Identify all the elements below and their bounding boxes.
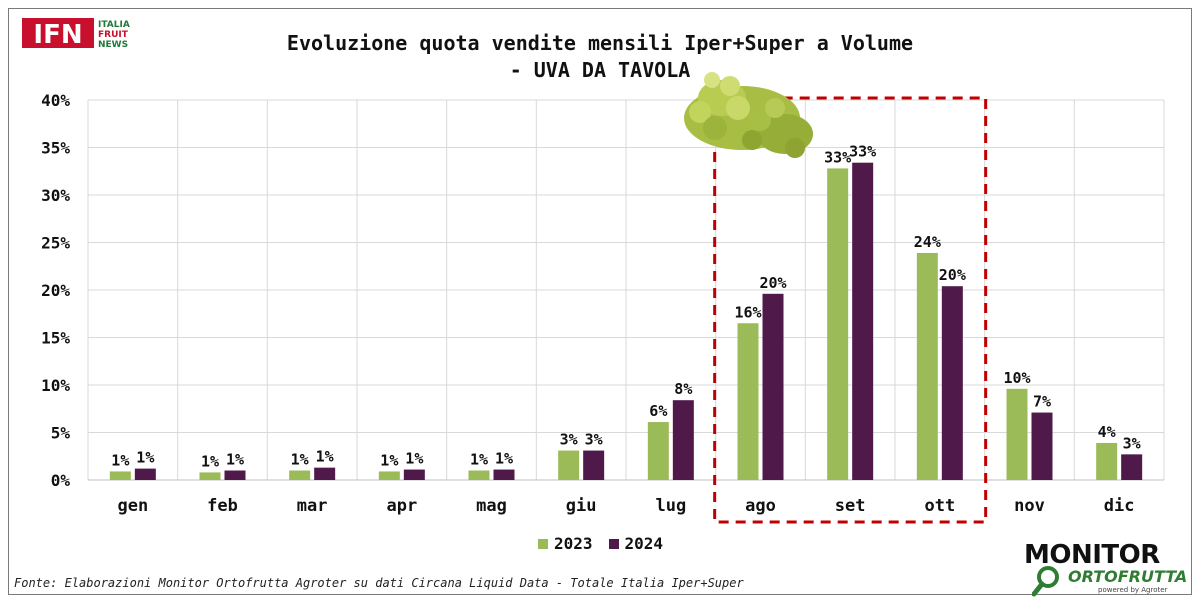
data-label-2023-ott: 24% <box>914 233 941 251</box>
chart-frame <box>8 8 1192 595</box>
data-label-2023-nov: 10% <box>1003 369 1030 387</box>
bar-2023-mag <box>468 470 490 480</box>
x-tick-label-ago: ago <box>745 496 776 516</box>
data-label-2024-lug: 8% <box>674 380 692 398</box>
source-note: Fonte: Elaborazioni Monitor Ortofrutta A… <box>14 576 744 590</box>
data-label-2024-ott: 20% <box>939 266 966 284</box>
bar-2023-feb <box>199 472 221 480</box>
y-tick-label: 15% <box>41 329 70 348</box>
y-tick-label: 20% <box>41 281 70 300</box>
data-label-2024-gen: 1% <box>136 449 154 467</box>
x-tick-label-nov: nov <box>1014 496 1045 516</box>
bar-2024-lug <box>672 400 694 480</box>
bar-2023-giu <box>558 450 580 480</box>
data-label-2023-dic: 4% <box>1098 423 1116 441</box>
y-tick-label: 40% <box>41 91 70 110</box>
legend-label-2023: 2023 <box>554 534 593 553</box>
bar-2024-mag <box>493 469 515 480</box>
bar-2023-lug <box>647 422 669 480</box>
y-tick-label: 25% <box>41 234 70 253</box>
bar-2023-dic <box>1096 442 1118 480</box>
monitor-ortofrutta-logo: MONITOR ORTOFRUTTA powered by Agroter <box>1024 540 1188 597</box>
data-label-2024-set: 33% <box>849 143 876 161</box>
data-label-2023-set: 33% <box>824 148 851 166</box>
x-tick-label-mag: mag <box>476 496 507 516</box>
data-label-2024-nov: 7% <box>1033 393 1051 411</box>
magnifier-icon <box>1032 566 1059 597</box>
chart-title-line1: Evoluzione quota vendite mensili Iper+Su… <box>286 31 914 55</box>
chart-title-line2: - UVA DA TAVOLA <box>509 58 691 82</box>
bar-2024-set <box>852 162 874 480</box>
data-label-2023-mar: 1% <box>291 451 309 469</box>
bar-2023-apr <box>378 471 400 480</box>
bar-2024-giu <box>583 450 605 480</box>
data-label-2023-ago: 16% <box>734 303 761 321</box>
x-tick-label-gen: gen <box>117 496 148 516</box>
legend-swatch-2023 <box>538 538 548 549</box>
data-label-2024-giu: 3% <box>585 431 603 449</box>
data-label-2024-dic: 3% <box>1123 434 1141 452</box>
legend-swatch-2024 <box>608 538 619 549</box>
ifn-logo-line3: NEWS <box>98 40 128 50</box>
monitor-logo-line3: powered by Agroter <box>1098 586 1168 594</box>
bar-2024-feb <box>224 470 246 480</box>
y-tick-label: 30% <box>41 186 70 205</box>
data-label-2023-mag: 1% <box>470 451 488 469</box>
bar-2024-ago <box>762 293 784 480</box>
bar-2024-apr <box>403 469 425 480</box>
x-tick-label-ott: ott <box>924 496 955 516</box>
x-tick-label-feb: feb <box>207 496 238 516</box>
data-label-2024-apr: 1% <box>405 450 423 468</box>
x-tick-label-dic: dic <box>1104 496 1135 516</box>
y-tick-label: 10% <box>41 376 70 395</box>
data-label-2023-feb: 1% <box>201 452 219 470</box>
y-tick-label: 5% <box>51 424 71 443</box>
bar-2023-gen <box>109 471 131 480</box>
x-tick-label-set: set <box>835 496 866 516</box>
y-tick-label: 0% <box>51 471 71 490</box>
bar-2024-dic <box>1121 454 1143 480</box>
monitor-logo-line1: MONITOR <box>1024 540 1160 570</box>
x-tick-label-apr: apr <box>386 496 417 516</box>
y-tick-label: 35% <box>41 139 70 158</box>
data-label-2024-mag: 1% <box>495 450 513 468</box>
bar-2023-mar <box>289 470 311 480</box>
data-label-2024-ago: 20% <box>759 274 786 292</box>
ifn-logo: IFN ITALIA FRUIT NEWS <box>22 16 142 56</box>
bar-2024-nov <box>1031 412 1053 480</box>
ifn-logo-line1: ITALIA <box>98 20 130 30</box>
data-label-2024-mar: 1% <box>316 448 334 466</box>
bar-2024-ott <box>941 286 963 480</box>
data-label-2024-feb: 1% <box>226 451 244 469</box>
bar-2023-ago <box>737 323 759 480</box>
data-label-2023-lug: 6% <box>649 402 667 420</box>
data-label-2023-giu: 3% <box>560 431 578 449</box>
highlight-box <box>713 96 988 524</box>
x-tick-label-lug: lug <box>655 496 686 516</box>
bar-2024-mar <box>314 467 336 480</box>
bar-2023-nov <box>1006 388 1028 480</box>
monitor-logo-line2: ORTOFRUTTA <box>1068 567 1188 586</box>
data-label-2023-gen: 1% <box>111 451 129 469</box>
legend: 2023 2024 <box>538 534 663 553</box>
bar-2023-ott <box>916 252 938 480</box>
bar-2023-set <box>827 168 849 480</box>
grapes-illustration <box>684 72 813 158</box>
legend-label-2024: 2024 <box>624 534 664 553</box>
ifn-logo-text: IFN <box>33 20 82 50</box>
ifn-logo-line2: FRUIT <box>98 30 129 40</box>
x-tick-label-giu: giu <box>566 496 597 516</box>
bar-2024-gen <box>134 468 156 480</box>
data-label-2023-apr: 1% <box>380 451 398 469</box>
x-tick-label-mar: mar <box>297 496 328 516</box>
